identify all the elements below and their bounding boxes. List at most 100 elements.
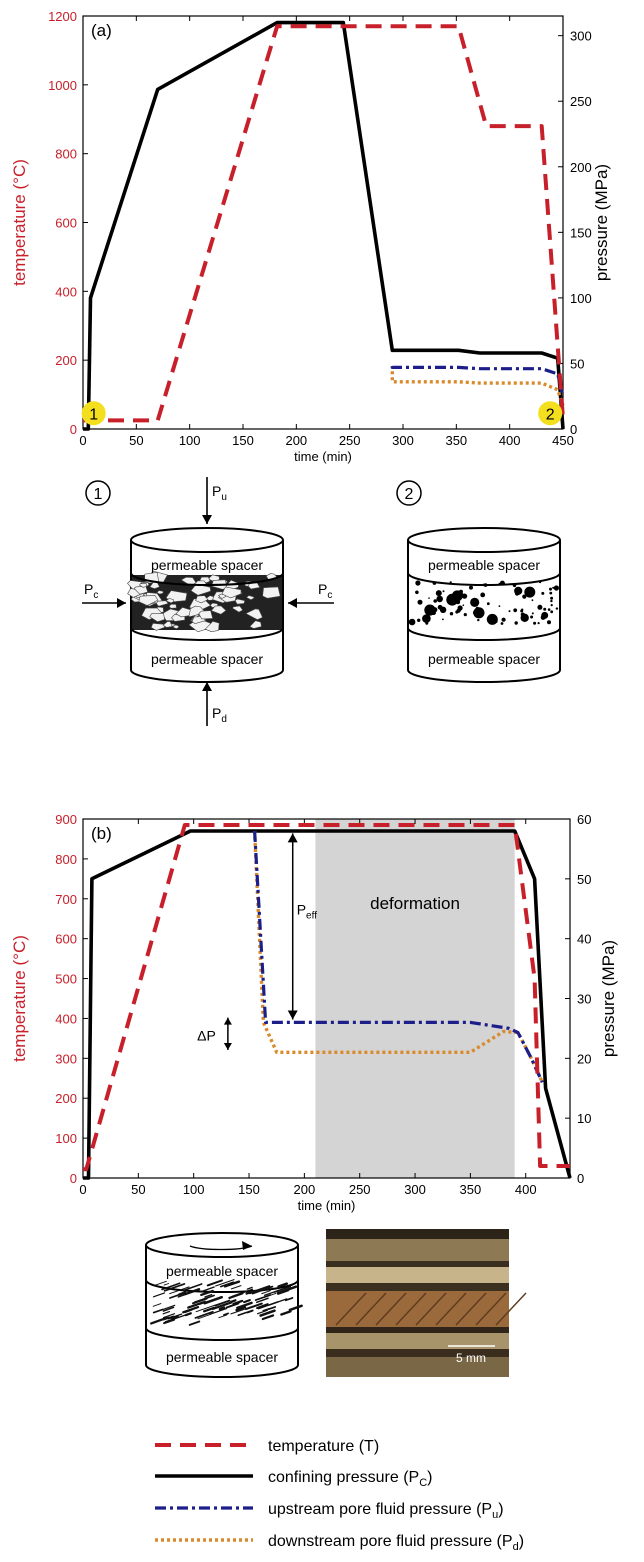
vesicle (442, 618, 444, 621)
x-tick-label: 300 (392, 433, 414, 448)
legend-label-downstream: downstream pore fluid pressure (Pd) (268, 1533, 524, 1553)
shear-fabric (244, 1302, 263, 1311)
rock-grain (195, 595, 209, 604)
y-left-axis-title: temperature (°C) (10, 935, 29, 1062)
shear-fabric (184, 1312, 192, 1317)
vesicle (530, 615, 534, 619)
rock-grain (221, 586, 242, 599)
shear-fabric (200, 1286, 215, 1293)
x-tick-label: 100 (183, 1182, 205, 1197)
x-tick-label: 150 (232, 433, 254, 448)
shear-fabric (223, 1312, 229, 1316)
vesicle (417, 618, 421, 622)
shear-fabric (223, 1280, 241, 1288)
shear-fabric (203, 1306, 216, 1313)
shear-fabric (262, 1307, 270, 1312)
vesicle (550, 599, 553, 603)
photo-shear-band (395, 1292, 427, 1326)
lower-spacer-line (407, 627, 561, 641)
vesicle (439, 606, 447, 613)
chart-panel-a: 0 50 100 150 200 250 300 350 400 4500200400600800… (10, 9, 611, 464)
photo-band (326, 1283, 509, 1291)
x-tick-label: 0 (79, 433, 86, 448)
x-axis-title: time (min) (298, 1198, 356, 1213)
shear-fabric (195, 1304, 216, 1313)
vesicle (486, 602, 490, 606)
rock-grain (175, 607, 191, 618)
vesicle (522, 594, 527, 599)
vesicle (477, 618, 480, 622)
rock-grain (247, 582, 261, 590)
x-tick-label: 200 (294, 1182, 316, 1197)
deformation-label: deformation (370, 894, 460, 913)
rock-grain (138, 595, 159, 606)
y-left-tick-label: 400 (55, 284, 77, 299)
vesicle (490, 619, 495, 625)
vesicle (415, 590, 419, 595)
x-tick-label: 450 (552, 433, 574, 448)
permeable-spacer-label: permeable spacer (428, 651, 540, 667)
rock-grain (245, 608, 263, 621)
x-tick-label: 250 (339, 433, 361, 448)
shear-fabric (235, 1305, 247, 1312)
shear-fabric (259, 1309, 276, 1317)
y-right-tick-label: 50 (577, 872, 591, 887)
shear-fabric (277, 1289, 290, 1295)
x-tick-label: 50 (131, 1182, 145, 1197)
shear-fabric (225, 1302, 240, 1309)
vesicle (550, 610, 554, 614)
vesicle (463, 613, 467, 617)
x-tick-label: 200 (285, 433, 307, 448)
vesicle (442, 590, 445, 593)
state-marker-1 (81, 401, 106, 426)
vesicle (447, 600, 451, 604)
rock-grain (262, 586, 281, 599)
shear-fabric (280, 1310, 292, 1316)
shear-fabric (187, 1300, 206, 1309)
sample-cylinder-2-top (407, 527, 561, 553)
vesicle (541, 591, 545, 595)
y-left-tick-label: 0 (70, 422, 77, 437)
shear-fabric (163, 1318, 176, 1325)
shear-fabric (263, 1292, 277, 1298)
state-1-circle (85, 480, 111, 506)
photo-band (326, 1291, 509, 1327)
permeable-spacer-label: permeable spacer (166, 1349, 278, 1365)
x-tick-label: 350 (460, 1182, 482, 1197)
shear-fabric (169, 1291, 186, 1299)
y-left-tick-label: 800 (55, 852, 77, 867)
permeable-spacer-label: permeable spacer (151, 651, 263, 667)
vesicle (514, 590, 517, 594)
vesicle (550, 596, 554, 600)
pd-arrow-head (202, 682, 212, 691)
shear-fabric (232, 1299, 244, 1306)
vesicle (513, 608, 518, 613)
shear-fabric (194, 1310, 214, 1319)
shear-fabric (170, 1315, 179, 1320)
vesicle (508, 610, 511, 613)
shear-fabric (188, 1320, 201, 1326)
sample-cylinder-3-top (145, 1232, 299, 1258)
rock-grain (133, 585, 149, 595)
vesicle (512, 583, 517, 588)
shear-fabric (288, 1304, 303, 1312)
vesicle (470, 597, 480, 608)
p-eff-label: Peff (297, 902, 318, 922)
shear-fabric (162, 1310, 171, 1315)
shear-fabric (154, 1280, 167, 1286)
vesicle (547, 608, 551, 611)
vesicle (436, 595, 444, 603)
shear-fabric (161, 1282, 181, 1291)
y-right-tick-label: 30 (577, 992, 591, 1007)
vesicle (533, 621, 537, 625)
vesicle (553, 585, 560, 591)
permeable-spacer-label: permeable spacer (151, 557, 263, 573)
panel-label: (b) (91, 824, 112, 843)
photo-band (326, 1327, 509, 1333)
shear-fabric (215, 1279, 235, 1287)
y-right-tick-label: 40 (577, 932, 591, 947)
shear-fabric (248, 1285, 271, 1295)
x-axis-title: time (min) (294, 449, 352, 464)
vesicle (415, 580, 421, 586)
y-left-tick-label: 900 (55, 812, 77, 827)
